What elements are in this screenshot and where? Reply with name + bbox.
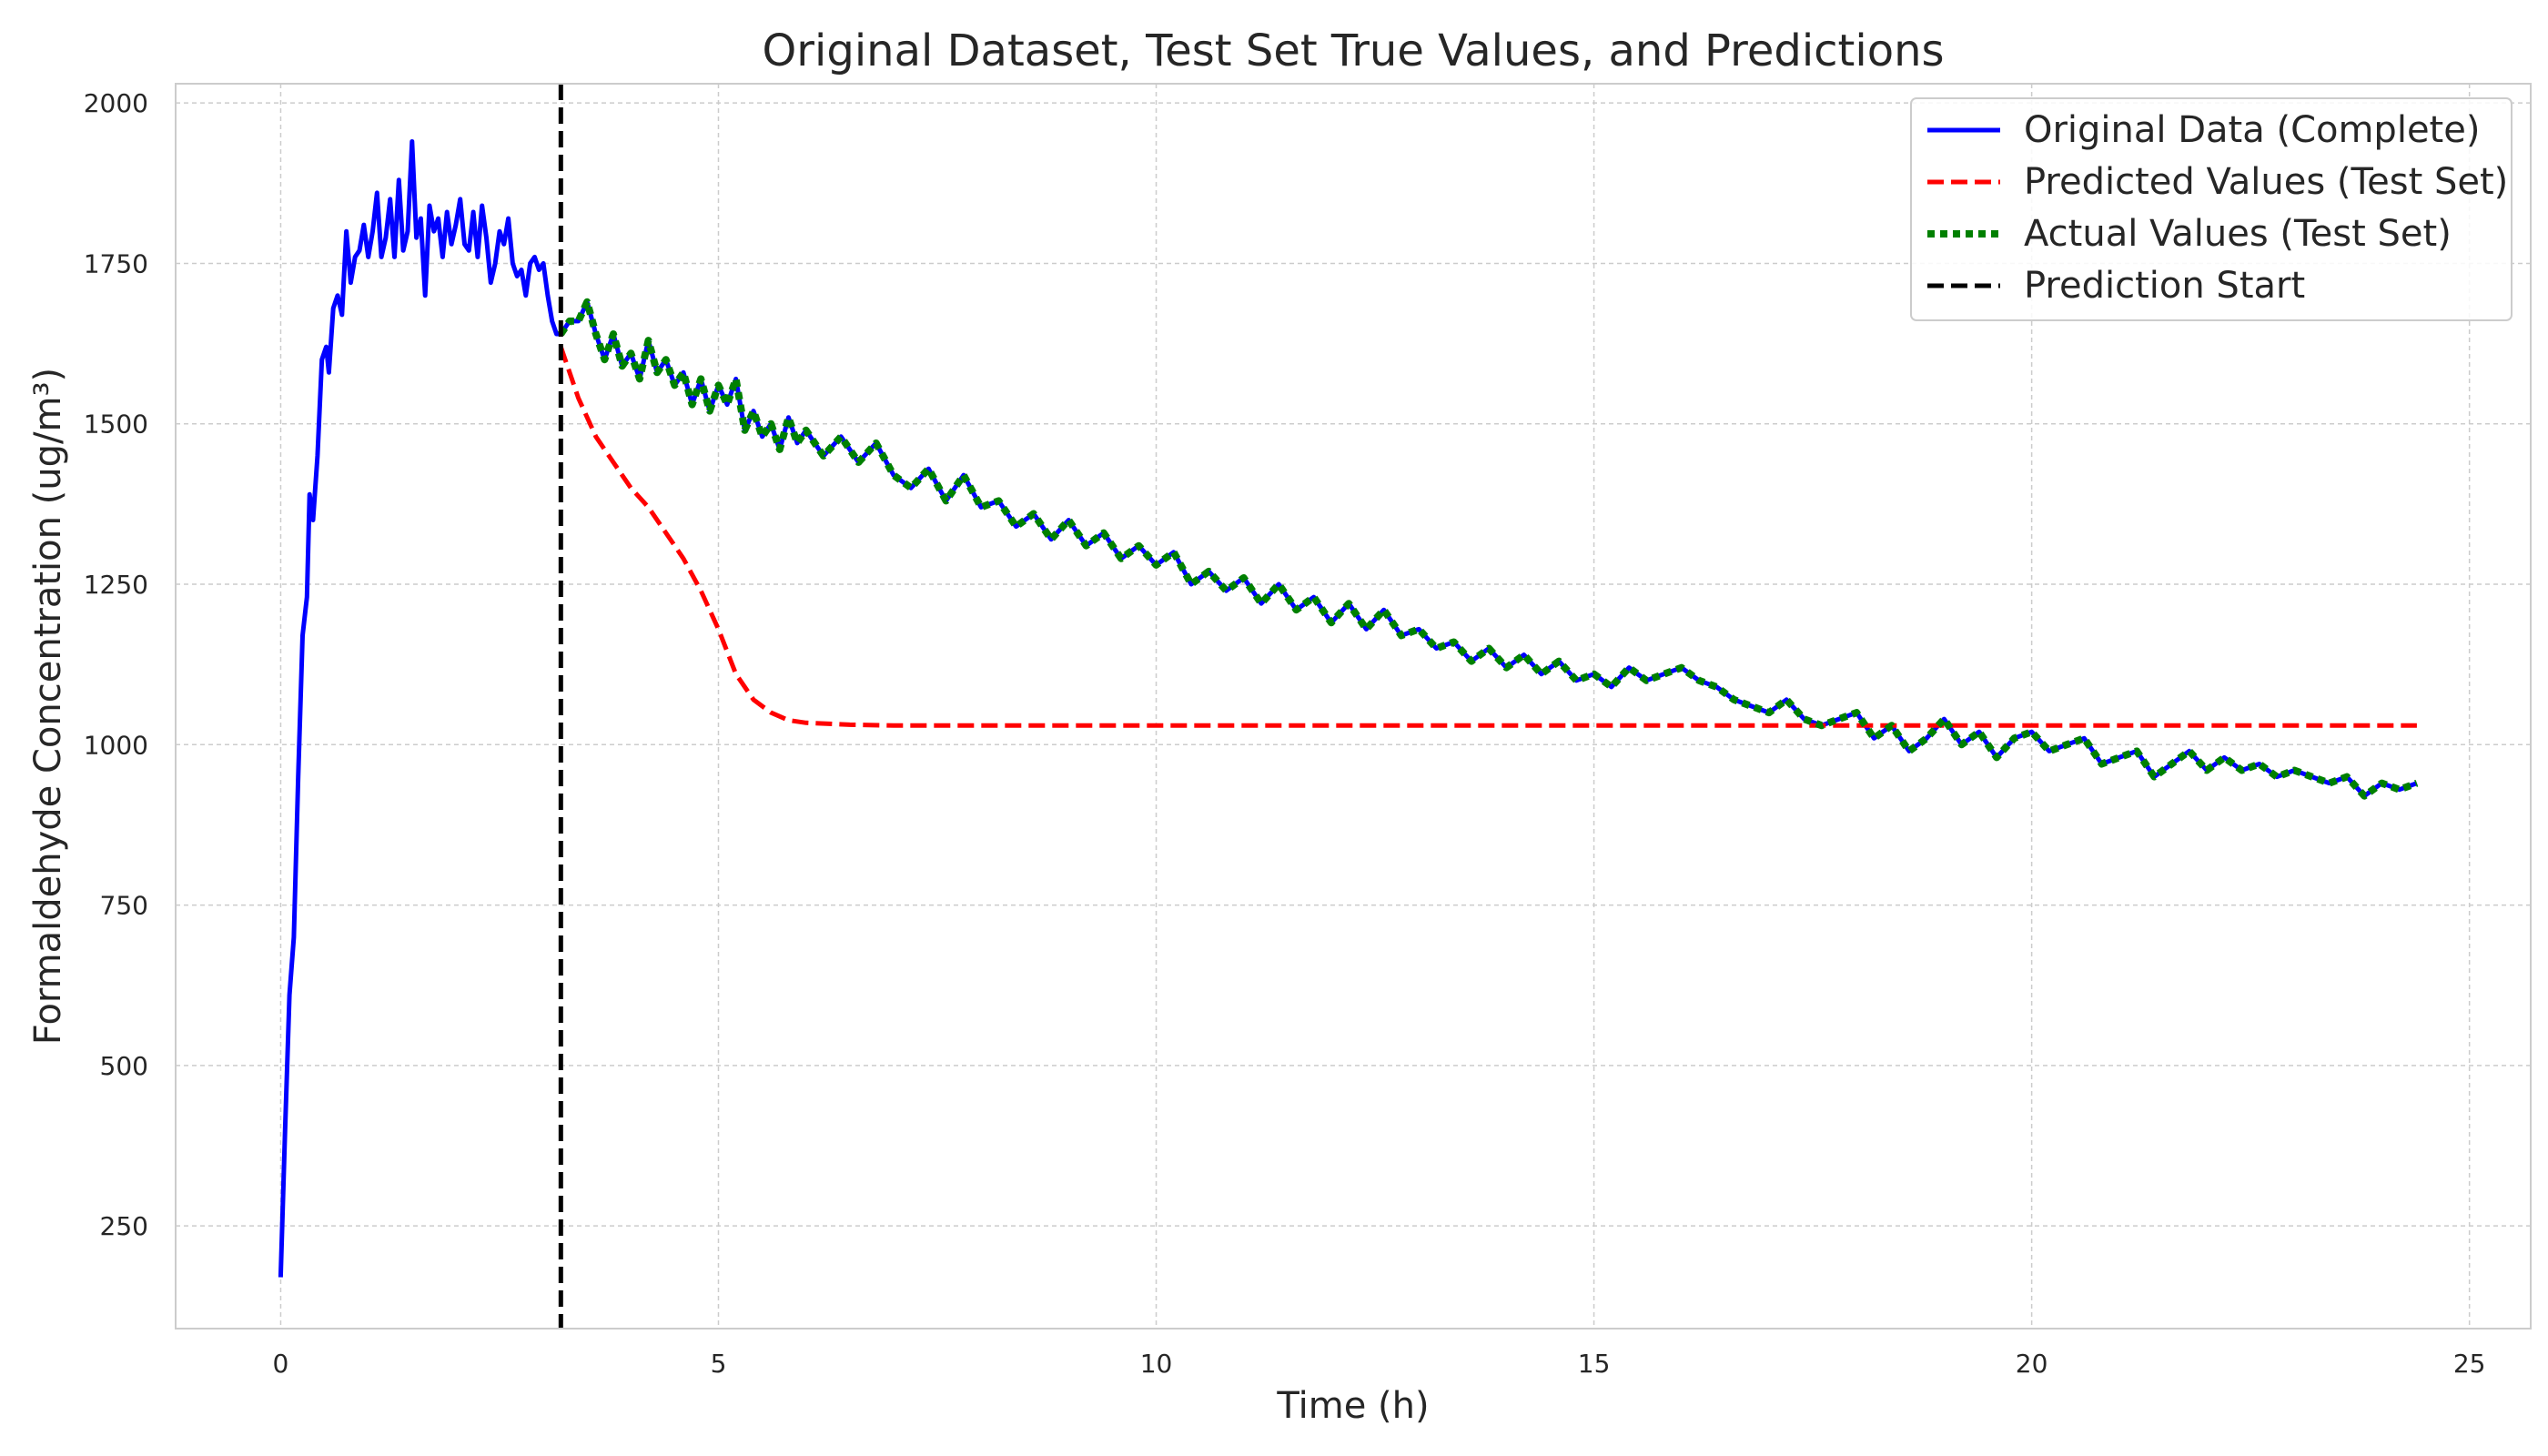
legend-label-original: Original Data (Complete) [2024,109,2480,151]
y-tick-label-7: 2000 [84,88,148,118]
legend-box [1910,97,2513,321]
plot-frame [175,83,2532,1330]
y-tick-label-2: 750 [100,891,148,921]
y-tick-labels: 250 500 750 1000 1250 1500 1750 2000 [84,88,148,1241]
x-tick-label-4: 20 [2016,1349,2048,1379]
x-tick-label-0: 0 [273,1349,289,1379]
x-tick-labels: 0 5 10 15 20 25 [273,1349,2486,1379]
y-tick-label-4: 1250 [84,570,148,600]
legend-label-predicted: Predicted Values (Test Set) [2024,161,2508,203]
x-tick-label-3: 15 [1578,1349,1611,1379]
y-tick-label-5: 1500 [84,410,148,440]
y-tick-label-6: 1750 [84,248,148,278]
y-tick-label-3: 1000 [84,730,148,760]
y-tick-label-1: 500 [100,1051,148,1081]
x-tick-label-2: 10 [1140,1349,1173,1379]
x-tick-label-1: 5 [711,1349,727,1379]
series-line-actual [557,298,2419,800]
series-line-predicted [558,346,2417,728]
x-axis-label: Time (h) [1276,1385,1429,1427]
series-lines [278,139,2419,1278]
y-tick-label-0: 250 [100,1211,148,1241]
legend-label-prediction-start: Prediction Start [2024,265,2305,307]
legend: Original Data (Complete) Predicted Value… [1910,97,2513,321]
chart-title: Original Dataset, Test Set True Values, … [763,25,1945,76]
legend-label-actual: Actual Values (Test Set) [2024,213,2452,255]
y-axis-label: Formaldehyde Concentration (ug/m³) [27,368,69,1045]
x-tick-label-5: 25 [2453,1349,2486,1379]
